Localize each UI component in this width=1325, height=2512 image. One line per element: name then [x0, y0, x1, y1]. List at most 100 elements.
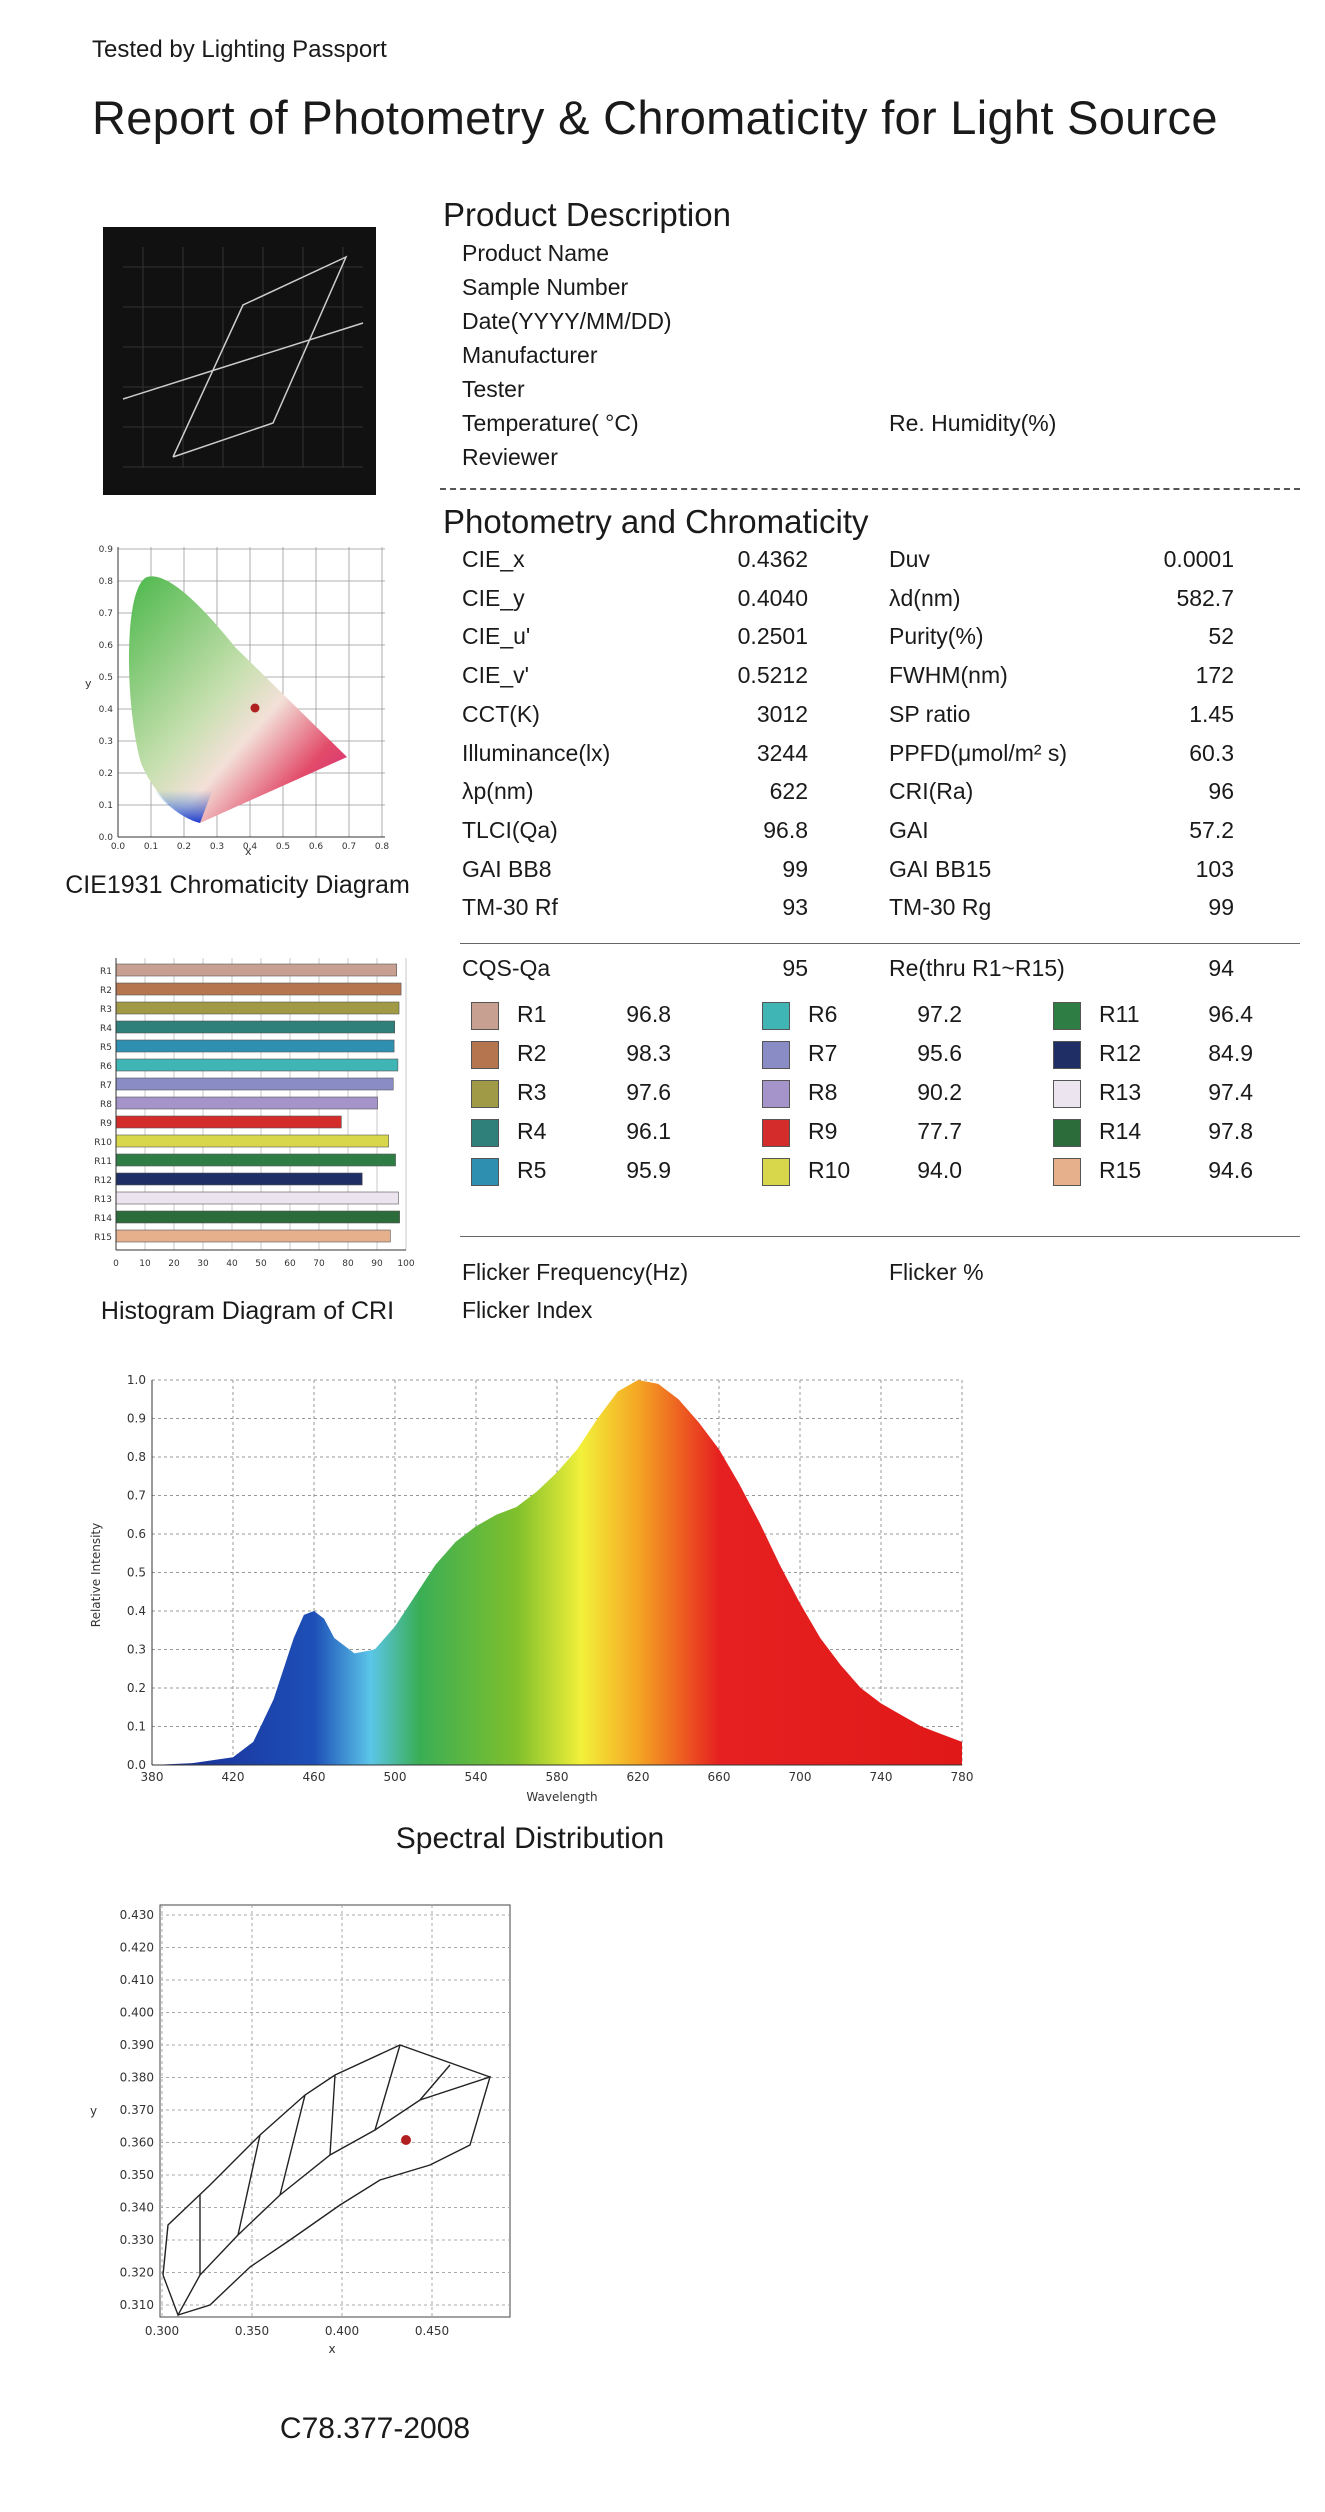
cie-x-tick: 0.4 — [243, 842, 258, 852]
photometry-left-label: TLCI(Qa) — [462, 816, 558, 843]
ansi-y-tick: 0.380 — [120, 2071, 154, 2085]
cri-name: R1 — [517, 1001, 547, 1027]
spectral-x-tick: 500 — [384, 1770, 407, 1784]
histogram-x-tick: 0 — [113, 1259, 119, 1269]
ansi-y-tick: 0.370 — [120, 2103, 154, 2117]
cri-swatch-r8 — [762, 1080, 790, 1108]
spectral-y-axis-label: Relative Intensity — [89, 1523, 103, 1627]
spectral-y-tick: 0.1 — [127, 1720, 146, 1734]
photometry-left-label: λp(nm) — [462, 778, 534, 805]
histogram-category-label: R12 — [94, 1176, 112, 1186]
flicker-frequency-label: Flicker Frequency(Hz) — [462, 1259, 689, 1285]
histogram-caption: Histogram Diagram of CRI — [100, 1297, 395, 1325]
ansi-quadrangle-chart: 0.430 0.420 0.410 0.400 0.390 0.380 0.370 0.360… — [90, 1904, 511, 2356]
spectral-x-tick: 740 — [870, 1770, 893, 1784]
photometry-right-value: 60.3 — [1189, 739, 1234, 766]
photometry-right-label: CRI(Ra) — [889, 778, 974, 805]
photometry-left-value: 99 — [782, 855, 808, 882]
cri-swatch-r10 — [762, 1158, 790, 1186]
spectral-curve — [152, 1380, 962, 1765]
histogram-bar-r2 — [115, 982, 402, 996]
ansi-y-tick: 0.400 — [120, 2006, 154, 2020]
histogram-x-tick: 30 — [197, 1259, 209, 1269]
spectral-x-tick: 380 — [141, 1770, 164, 1784]
photometry-right-value: 172 — [1195, 662, 1234, 689]
histogram-bar-r8 — [115, 1096, 378, 1110]
histogram-bar-r7 — [115, 1077, 394, 1091]
cri-swatch-r7 — [762, 1041, 790, 1069]
cri-divider — [460, 1236, 1300, 1237]
cri-swatch-r11 — [1053, 1002, 1081, 1030]
cri-name: R7 — [808, 1040, 838, 1066]
spectral-caption: Spectral Distribution — [395, 1822, 665, 1855]
cie-y-tick: 0.7 — [99, 609, 113, 619]
cie-y-tick: 0.6 — [99, 641, 114, 651]
cri-value: 97.6 — [626, 1079, 671, 1105]
spectral-x-tick: 540 — [465, 1770, 488, 1784]
histogram-bar-r14 — [115, 1210, 400, 1224]
histogram-x-tick: 100 — [397, 1259, 414, 1269]
ansi-x-tick: 0.300 — [145, 2324, 179, 2338]
cie-x-tick: 0.5 — [276, 842, 290, 852]
photometry-right-label: GAI — [889, 816, 929, 843]
photometry-right-value: 99 — [1208, 894, 1234, 921]
cri-value: 96.4 — [1208, 1001, 1253, 1027]
product-field-label: Reviewer — [462, 444, 558, 470]
photometry-right-value: 52 — [1208, 623, 1234, 650]
spectral-y-tick: 1.0 — [127, 1373, 146, 1387]
photometry-left-label: CIE_y — [462, 584, 525, 611]
cri-histogram-chart: R1 R2 R3 R4 R5 R6 R7 R8 R9 R10 R11 R12 R13 R14 R15 0 10… — [94, 958, 415, 1269]
photometry-divider — [460, 943, 1300, 944]
product-description-heading: Product Description — [443, 196, 731, 233]
cie-sample-point — [250, 703, 260, 713]
cri-name: R11 — [1099, 1001, 1140, 1027]
photometry-right-label: FWHM(nm) — [889, 662, 1008, 689]
cri-name: R4 — [517, 1118, 547, 1144]
cri-swatch-r5 — [471, 1158, 499, 1186]
spectral-x-axis-label: Wavelength — [526, 1790, 597, 1804]
histogram-x-tick: 70 — [313, 1259, 325, 1269]
histogram-category-label: R3 — [100, 1005, 112, 1015]
cri-name: R14 — [1099, 1118, 1142, 1144]
histogram-category-label: R10 — [94, 1138, 112, 1148]
cie-y-tick: 0.3 — [99, 737, 113, 747]
cri-swatch-r12 — [1053, 1041, 1081, 1069]
cri-value: 96.8 — [626, 1001, 671, 1027]
spectral-y-tick: 0.6 — [127, 1527, 146, 1541]
cri-value: 90.2 — [917, 1079, 962, 1105]
photometry-left-label: CIE_u' — [462, 623, 531, 650]
spectral-x-tick: 780 — [951, 1770, 974, 1784]
cri-value: 94.6 — [1208, 1157, 1253, 1183]
cqs-label: CQS-Qa — [462, 955, 551, 981]
spectral-distribution-chart: 0.0 0.1 0.2 0.3 0.4 0.5 0.6 0.7 0.8 0.9 1.0 380 420 4… — [89, 1373, 974, 1804]
ansi-y-tick: 0.390 — [120, 2038, 154, 2052]
histogram-category-label: R4 — [100, 1024, 112, 1034]
cri-name: R10 — [808, 1157, 851, 1183]
cie-x-tick: 0.1 — [144, 842, 158, 852]
histogram-category-label: R2 — [100, 986, 112, 996]
photometry-right-label: PPFD(μmol/m² s) — [889, 739, 1068, 766]
photometry-right-label: Purity(%) — [889, 623, 984, 650]
photometry-left-label: CIE_x — [462, 546, 525, 572]
cri-swatch-r2 — [471, 1041, 499, 1069]
cie-y-axis-label: y — [85, 677, 92, 690]
cri-swatch-r6 — [762, 1002, 790, 1030]
photometry-left-value: 622 — [769, 778, 808, 805]
cri-value: 97.2 — [917, 1001, 962, 1027]
photometry-right-label: Duv — [889, 546, 930, 572]
cri-value: 96.1 — [626, 1118, 671, 1144]
flicker-percent-label: Flicker % — [889, 1259, 984, 1285]
cri-value: 97.8 — [1208, 1118, 1253, 1144]
histogram-category-label: R14 — [94, 1214, 112, 1224]
cie-y-tick: 0.5 — [99, 673, 113, 683]
photometry-right-value: 103 — [1195, 855, 1234, 882]
ansi-y-tick: 0.340 — [120, 2201, 154, 2215]
cie-y-tick: 0.8 — [99, 577, 114, 587]
cri-name: R15 — [1099, 1157, 1142, 1183]
ansi-x-tick: 0.450 — [415, 2324, 449, 2338]
cie-y-tick: 0.9 — [99, 545, 114, 555]
cri-value: 95.9 — [626, 1157, 671, 1183]
photometry-left-value: 0.4362 — [737, 546, 808, 572]
cri-name: R12 — [1099, 1040, 1142, 1066]
photometry-left-label: CCT(K) — [462, 700, 540, 727]
